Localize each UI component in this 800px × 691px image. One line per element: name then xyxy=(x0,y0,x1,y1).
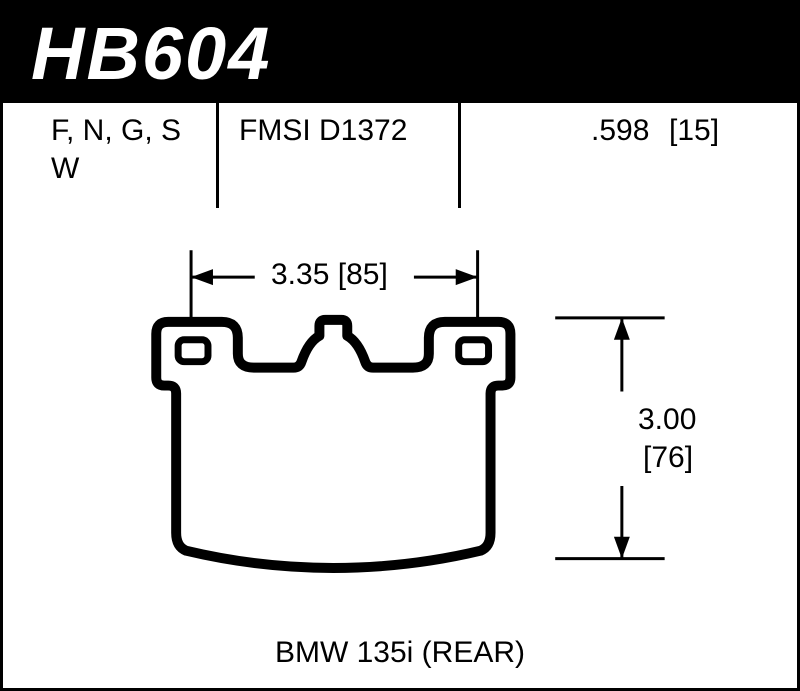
header-bar: HB604 xyxy=(3,3,797,103)
width-dim-arrow xyxy=(191,250,478,318)
part-number: HB604 xyxy=(31,11,271,96)
diagram-frame: HB604 F, N, G, S W FMSI D1372 .598 [15] … xyxy=(0,0,800,691)
diagram-content: F, N, G, S W FMSI D1372 .598 [15] 3.35 [… xyxy=(3,103,797,688)
height-dim-arrow xyxy=(555,318,664,559)
application-label: BMW 135i (REAR) xyxy=(3,636,797,670)
diagram-svg xyxy=(3,103,797,688)
brake-pad-outline xyxy=(156,320,510,568)
